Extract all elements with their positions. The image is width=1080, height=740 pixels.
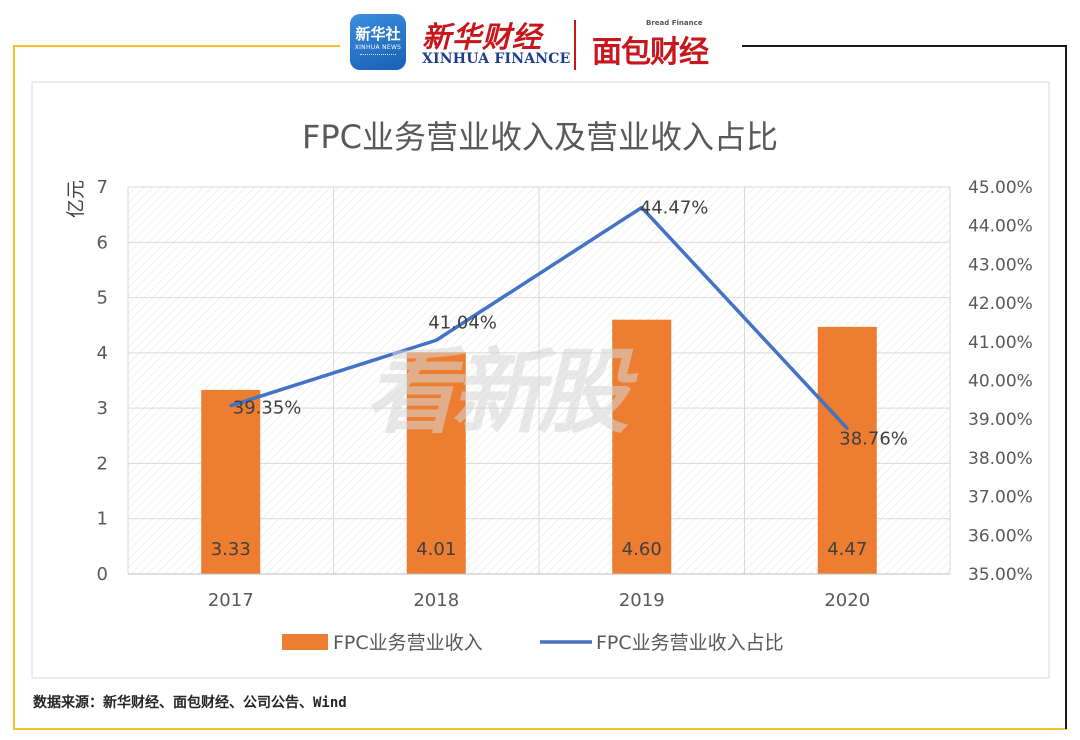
y-tick-label: 4 xyxy=(97,343,108,364)
y2-tick-label: 35.00% xyxy=(968,565,1033,585)
bar-series: 3.33 4.01 4.60 4.47 xyxy=(201,319,877,574)
y2-tick-label: 37.00% xyxy=(968,488,1033,508)
x-tick-label: 2019 xyxy=(619,590,665,611)
y2-tick-label: 44.00% xyxy=(968,217,1033,237)
xinhua-news-logo: 新华社 XINHUA NEWS xyxy=(350,14,406,70)
line-data-label: 39.35% xyxy=(233,398,302,419)
x-tick-label: 2018 xyxy=(413,590,459,611)
y-tick-label: 7 xyxy=(97,177,108,198)
series-line xyxy=(230,205,849,430)
line-data-label: 38.76% xyxy=(839,428,908,449)
y2-tick-label: 40.00% xyxy=(968,372,1033,392)
bar-data-label: 4.01 xyxy=(416,539,456,560)
y2-tick-label: 41.00% xyxy=(968,333,1033,353)
bar xyxy=(406,352,466,574)
bar-data-label: 4.47 xyxy=(827,539,867,560)
chart-title: FPC业务营业收入及营业收入占比 xyxy=(301,118,779,156)
y-tick-label: 1 xyxy=(97,509,108,530)
y-tick-label: 3 xyxy=(97,398,108,419)
bar-data-label: 3.33 xyxy=(211,539,251,560)
y2-tick-label: 43.00% xyxy=(968,255,1033,275)
y2-tick-label: 36.00% xyxy=(968,526,1033,546)
line-point xyxy=(640,206,644,210)
line-data-label: 41.04% xyxy=(428,312,497,333)
header-divider xyxy=(574,20,576,70)
legend-swatch-bar xyxy=(282,634,328,650)
axes: 0 1 2 3 4 5 6 7 35.00% 36.00% 37.00% 38.00% 39.00% 40… xyxy=(65,177,1033,611)
source-note: 数据来源：新华财经、面包财经、公司公告、Wind xyxy=(33,695,347,711)
legend-label-line: FPC业务营业收入占比 xyxy=(596,632,784,654)
xinhua-badge-en: XINHUA NEWS xyxy=(354,44,402,51)
y2-tick-label: 39.00% xyxy=(968,410,1033,430)
bread-finance-en: Bread Finance xyxy=(646,19,703,27)
y2-tick-label: 45.00% xyxy=(968,178,1033,198)
x-tick-label: 2020 xyxy=(824,590,870,611)
line-point xyxy=(845,426,849,430)
xinhua-finance-cn: 新华财经 xyxy=(422,20,543,54)
bar-data-label: 4.60 xyxy=(622,539,662,560)
xinhua-badge-cn: 新华社 xyxy=(355,25,401,43)
bar xyxy=(201,389,261,574)
x-tick-label: 2017 xyxy=(208,590,254,611)
network-dots-icon xyxy=(360,54,396,65)
line-point xyxy=(434,338,438,342)
y2-tick-label: 42.00% xyxy=(968,294,1033,314)
legend-label-bar: FPC业务营业收入 xyxy=(333,632,483,654)
y-tick-label: 0 xyxy=(97,564,108,585)
y-tick-label: 5 xyxy=(97,288,108,309)
xinhua-finance-en: XINHUA FINANCE xyxy=(422,51,571,67)
bread-finance-cn: 面包财经 xyxy=(592,35,709,70)
y-tick-label: 2 xyxy=(97,453,108,474)
line-data-label: 44.47% xyxy=(640,198,709,219)
y-axis-title: 亿元 xyxy=(65,180,87,218)
y2-tick-label: 38.00% xyxy=(968,449,1033,469)
line-series: 39.35% 41.04% 44.47% 38.76% xyxy=(229,198,908,449)
watermark: 看新股 xyxy=(365,339,629,446)
bar xyxy=(612,319,672,574)
legend: FPC业务营业收入 FPC业务营业收入占比 xyxy=(282,632,784,654)
y-tick-label: 6 xyxy=(97,232,108,253)
line-point xyxy=(229,404,233,408)
bar xyxy=(817,326,877,574)
frame-border-dark xyxy=(742,45,1067,729)
header-logos: 新华社 XINHUA NEWS 新华财经 XINHUA FINANCE Brea… xyxy=(350,10,740,72)
